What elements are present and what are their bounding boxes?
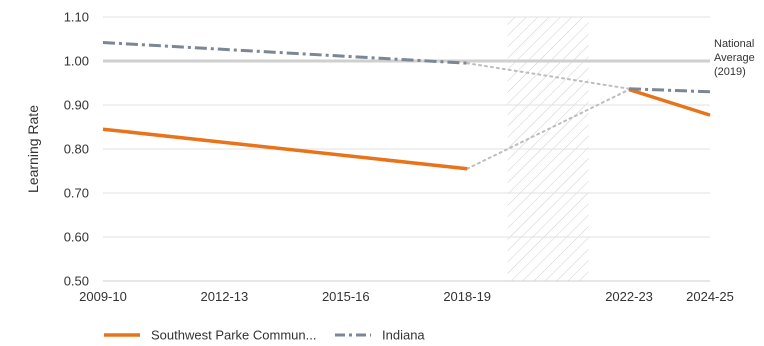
y-tick-0-70: 0.70 (64, 186, 89, 201)
national-average-label-1: Average (714, 52, 755, 64)
national-average-label-2: (2019) (714, 66, 746, 78)
gridlines (103, 17, 710, 237)
x-tick-2024-25: 2024-25 (686, 289, 734, 304)
y-tick-1-10: 1.10 (64, 10, 89, 25)
y-tick-0-60: 0.60 (64, 230, 89, 245)
y-tick-0-50: 0.50 (64, 274, 89, 289)
national-average-label-0: National (714, 38, 754, 50)
legend-label-indiana: Indiana (382, 328, 425, 343)
series-southwest-parke-commun-segment-1 (629, 90, 710, 116)
x-tick-2018-19: 2018-19 (443, 289, 491, 304)
axes: 0.50 0.60 0.70 0.80 0.90 1.00 1.10 2009-10 2012-… (25, 10, 734, 305)
x-tick-2022-23: 2022-23 (605, 289, 653, 304)
y-tick-0-90: 0.90 (64, 98, 89, 113)
x-tick-2015-16: 2015-16 (322, 289, 370, 304)
x-tick-2012-13: 2012-13 (201, 289, 249, 304)
legend: Southwest Parke Commun... Indiana (104, 328, 425, 343)
y-axis-label: Learning Rate (25, 105, 41, 193)
series-indiana-segment-1 (629, 89, 710, 92)
x-tick-2009-10: 2009-10 (79, 289, 127, 304)
y-tick-1-00: 1.00 (64, 54, 89, 69)
national-average-reference: National Average (2019) (103, 38, 755, 78)
y-tick-0-80: 0.80 (64, 142, 89, 157)
legend-label-southwest-parke-commun: Southwest Parke Commun... (151, 328, 316, 343)
